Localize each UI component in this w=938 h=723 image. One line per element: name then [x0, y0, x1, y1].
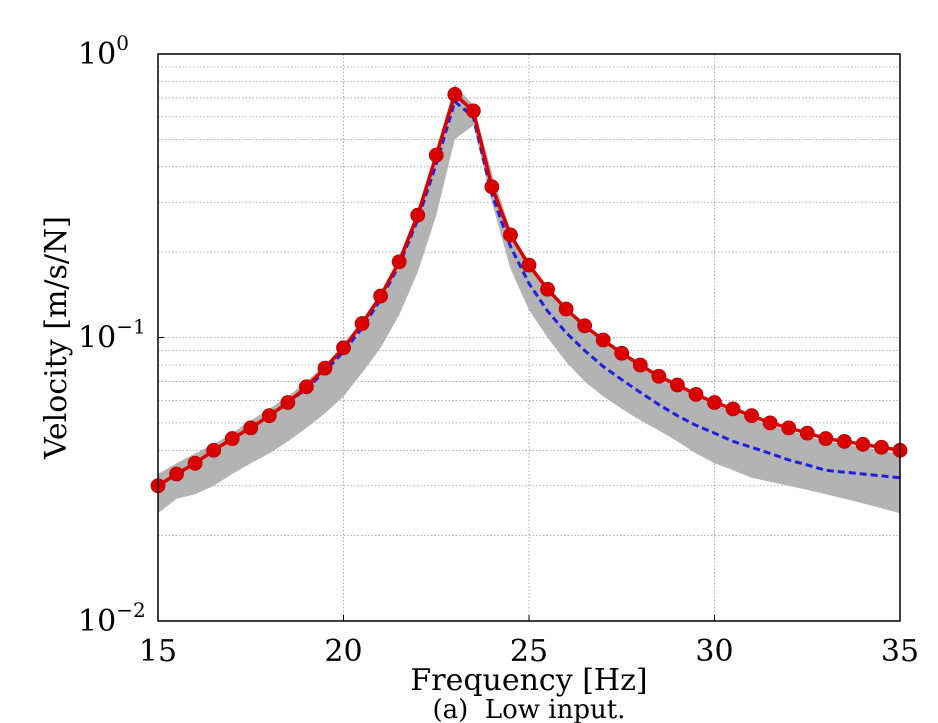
- figure-caption: (a) Low input.: [433, 695, 626, 723]
- series-marker: [818, 431, 834, 446]
- series-marker: [855, 436, 871, 452]
- x-tick-label: 30: [695, 634, 733, 669]
- series-marker: [169, 466, 184, 482]
- series-marker: [503, 227, 518, 243]
- series-marker: [354, 316, 370, 331]
- series-marker: [521, 257, 537, 273]
- series-marker: [428, 147, 444, 163]
- y-axis-label: Velocity [m/s/N]: [39, 216, 74, 460]
- series-marker: [484, 179, 500, 195]
- series-marker: [577, 318, 593, 334]
- series-marker: [781, 420, 797, 436]
- series-marker: [298, 379, 314, 395]
- x-tick-label: 25: [510, 634, 548, 669]
- series-marker: [465, 103, 481, 119]
- x-tick-label: 20: [324, 634, 362, 669]
- y-tick-label: 10−1: [78, 315, 146, 356]
- series-marker: [373, 288, 389, 304]
- series-marker: [410, 207, 426, 223]
- series-marker: [558, 301, 574, 317]
- grid: [157, 54, 901, 621]
- series-marker: [595, 332, 611, 348]
- series-marker: [707, 395, 722, 410]
- series-marker: [224, 431, 240, 446]
- series-marker: [280, 395, 296, 410]
- series-marker: [243, 420, 259, 436]
- series-marker: [632, 357, 648, 373]
- series-marker: [799, 425, 815, 441]
- y-tick-label: 100: [78, 31, 129, 72]
- series-marker: [744, 408, 759, 424]
- series-marker: [447, 87, 463, 102]
- series-marker: [261, 408, 277, 424]
- series-marker: [688, 386, 704, 402]
- series-marker: [725, 401, 741, 417]
- x-axis-label: Frequency [Hz]: [410, 663, 647, 698]
- series-marker: [614, 345, 630, 361]
- x-tick-label: 15: [139, 634, 177, 669]
- x-tick-label: 35: [881, 634, 919, 669]
- series-marker: [651, 368, 667, 384]
- series-marker: [206, 442, 222, 458]
- series-marker: [187, 455, 203, 471]
- series-marker: [670, 377, 685, 393]
- series-marker: [762, 415, 778, 431]
- series-marker: [836, 434, 852, 449]
- series-marker: [336, 340, 351, 356]
- ticks: 15 20 25 30 35 10−2 10−1 100: [78, 31, 919, 669]
- series-marker: [540, 281, 555, 297]
- y-tick-label: 10−2: [78, 598, 146, 639]
- series-marker: [874, 439, 889, 455]
- series-marker: [391, 254, 407, 270]
- series-layer: [150, 87, 908, 494]
- series-marker: [317, 360, 333, 376]
